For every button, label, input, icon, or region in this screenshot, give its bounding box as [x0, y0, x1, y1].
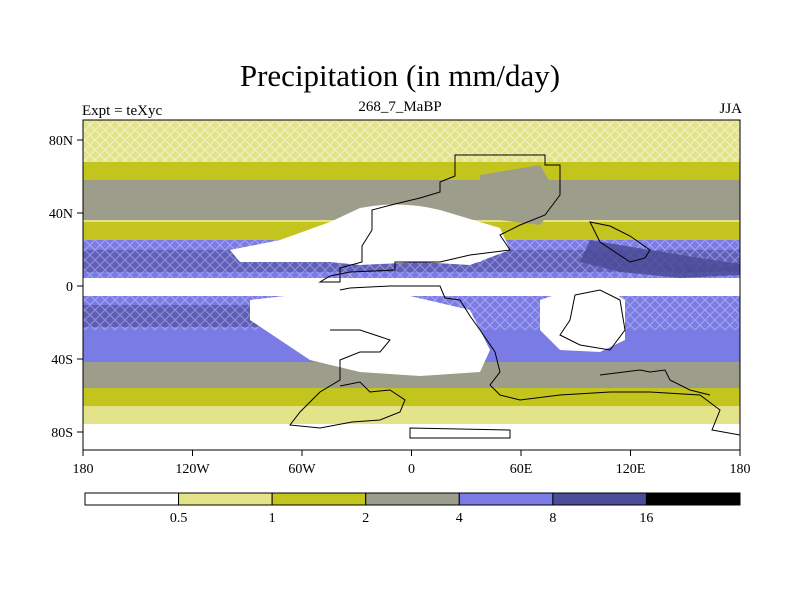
lat-label-40n: 40N	[49, 207, 73, 222]
lon-label-60w: 60W	[288, 462, 316, 477]
latitude-labels: 80N 40N 0 40S 80S	[49, 134, 73, 441]
map-title: Precipitation (in mm/day)	[239, 58, 561, 93]
lat-label-80n: 80N	[49, 134, 73, 149]
continent-outlines	[289, 154, 740, 439]
colorbar-swatch	[365, 492, 460, 506]
colorbar-level-label: 1	[269, 511, 276, 526]
colorbar-level-label: 0.5	[170, 511, 188, 526]
colorbar-level-label: 4	[456, 511, 463, 526]
lon-label-180e: 180	[730, 462, 751, 477]
colorbar-swatch	[178, 492, 273, 506]
colorbar-swatch	[552, 492, 647, 506]
colorbar-swatch	[645, 492, 741, 506]
tick-marks	[77, 139, 741, 456]
colorbar-level-label: 8	[549, 511, 556, 526]
lon-label-180w: 180	[73, 462, 94, 477]
colorbar-swatch	[458, 492, 554, 506]
lat-label-0: 0	[66, 280, 73, 295]
run-label: 268_7_MaBP	[358, 99, 442, 115]
colorbar-level-label: 2	[362, 511, 369, 526]
colorbar: 0.5 1 2 4 8 16	[84, 492, 741, 526]
season-label: JJA	[719, 101, 742, 117]
lat-label-40s: 40S	[51, 353, 73, 368]
lon-label-120w: 120W	[175, 462, 210, 477]
lon-label-60e: 60E	[510, 462, 533, 477]
lat-label-80s: 80S	[51, 426, 73, 441]
colorbar-swatch	[271, 492, 367, 506]
colorbar-swatch	[84, 492, 180, 506]
experiment-label: Expt = teXyc	[82, 103, 163, 119]
precipitation-field	[83, 120, 740, 450]
longitude-labels: 180 120W 60W 0 60E 120E 180	[73, 462, 751, 477]
colorbar-level-label: 16	[639, 511, 653, 526]
lon-label-0: 0	[408, 462, 415, 477]
lon-label-120e: 120E	[616, 462, 646, 477]
